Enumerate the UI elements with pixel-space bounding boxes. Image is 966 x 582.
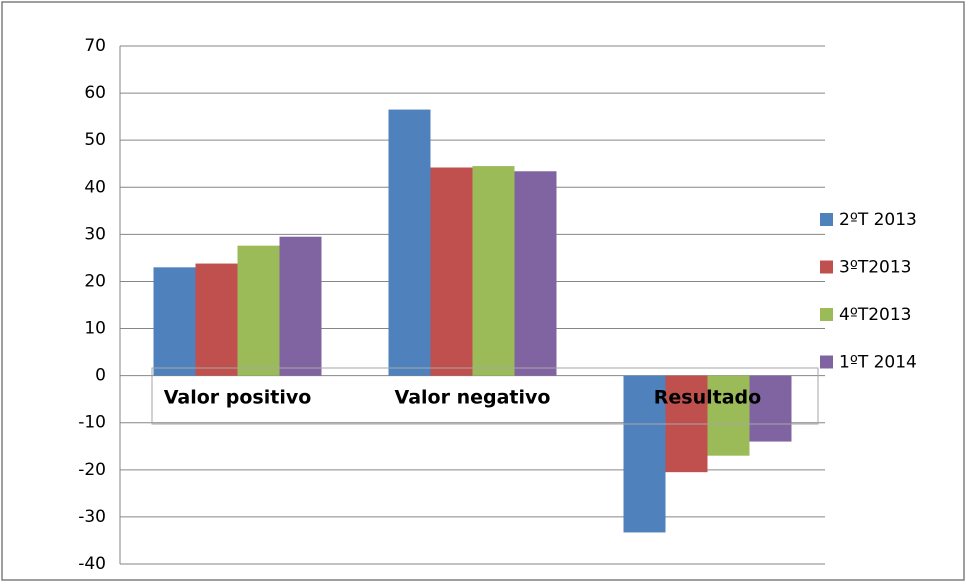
y-tick-label: 70	[84, 36, 106, 56]
y-tick-label: 30	[84, 224, 106, 244]
y-tick-label: 50	[84, 130, 106, 150]
bar	[388, 109, 431, 376]
bar	[623, 375, 666, 533]
legend-label: 1ºT 2014	[839, 353, 917, 373]
y-tick-label: 20	[84, 271, 106, 291]
y-tick-label: -10	[78, 413, 106, 433]
bar	[707, 375, 750, 456]
bar	[195, 263, 238, 376]
bar	[472, 166, 515, 376]
bar	[153, 267, 196, 376]
x-tick-label: Resultado	[654, 387, 761, 409]
legend-label: 2ºT 2013	[839, 210, 917, 230]
y-tick-label: 40	[84, 177, 106, 197]
bar	[237, 245, 280, 376]
y-tick-label: 60	[84, 83, 106, 103]
y-tick-label: -30	[78, 507, 106, 527]
bar	[279, 236, 322, 376]
x-tick-label: Valor positivo	[164, 387, 312, 409]
y-tick-label: -20	[78, 460, 106, 480]
category-box	[151, 367, 819, 425]
legend-label: 3ºT2013	[839, 258, 911, 278]
legend-swatch	[820, 213, 833, 226]
legend-swatch	[820, 308, 833, 321]
legend-swatch	[820, 355, 833, 369]
y-tick-label: -40	[78, 554, 106, 574]
legend-label: 4ºT2013	[839, 305, 911, 325]
y-tick-label: 10	[84, 319, 106, 339]
legend-swatch	[820, 260, 833, 274]
bar	[514, 171, 557, 376]
x-tick-label: Valor negativo	[395, 387, 551, 409]
bar	[430, 167, 473, 376]
y-tick-label: 0	[95, 366, 106, 386]
bar	[749, 375, 792, 442]
